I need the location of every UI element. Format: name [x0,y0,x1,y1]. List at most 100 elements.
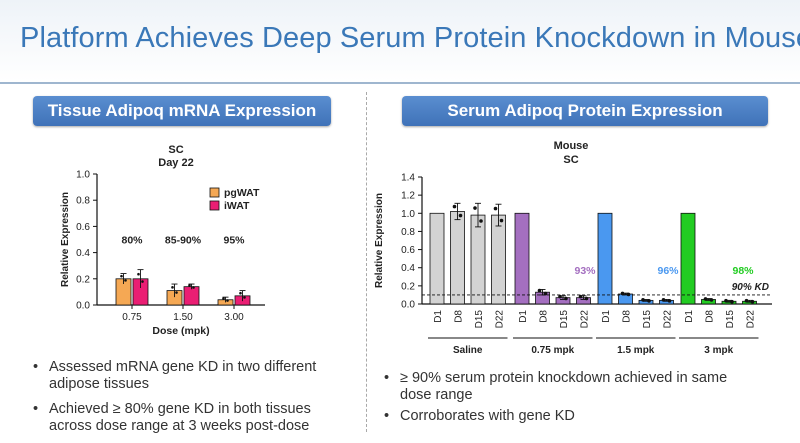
kd-annotation: 80% [121,235,143,247]
x-tick-label: D22 [495,310,506,329]
x-tick-label: D1 [684,310,695,323]
data-point [493,206,498,211]
legend-swatch-pgWAT [209,187,220,198]
right-bullet-2-line-1: Corroborates with gene KD [400,408,575,424]
data-point [661,298,666,302]
page-title: Platform Achieves Deep Serum Protein Kno… [20,22,800,54]
title-divider [0,82,800,84]
x-tick-label: D15 [725,310,736,329]
data-point [564,296,568,301]
y-tick-label: 0.4 [401,263,415,274]
data-point [620,291,625,296]
kd-annotation: 85-90% [165,235,202,247]
data-point [667,299,672,303]
right-panel-header: Serum Adipoq Protein Expression [402,96,768,126]
x-tick-label: D15 [642,310,653,329]
kd-annotation: 98% [732,265,754,277]
data-point [641,298,645,302]
legend-label-pgWAT: pgWAT [224,187,260,199]
bar-iWAT [183,286,200,306]
left-bullet-1-line-1: Assessed mRNA gene KD in two different [49,359,317,375]
x-tick-label: D22 [580,310,591,329]
x-tick-label: D8 [622,310,633,323]
data-point [458,213,463,218]
group-label: 0.75 mpk [531,345,574,356]
x-tick-label: D1 [433,310,444,323]
bar-Saline-D22 [491,214,506,305]
y-tick-label: 1.0 [76,170,90,181]
left-panel-header: Tissue Adipoq mRNA Expression [33,96,331,126]
right-bullet-1-line-1: ≥ 90% serum protein knockdown achieved i… [400,370,728,386]
y-tick-label: 0.4 [76,248,90,259]
y-tick-label: 0.2 [76,274,90,285]
data-point [222,297,225,300]
chart-subtitle: SC [563,154,578,166]
data-point [744,298,749,303]
data-point [239,291,242,295]
data-point [452,204,457,209]
data-point [703,297,708,301]
data-point [188,284,191,287]
data-point [626,292,631,297]
data-point [137,272,140,276]
y-axis-label: Relative Expression [60,192,71,287]
x-tick-label: D15 [474,310,485,329]
kd-annotation: 95% [223,235,245,247]
data-point [175,291,178,294]
data-point [709,298,714,302]
data-point [578,294,583,299]
x-tick-label: 0.75 [122,312,142,323]
y-tick-label: 0.6 [76,222,90,233]
x-tick-label: D8 [705,310,716,323]
x-tick-label: D1 [601,310,612,323]
reference-label: 90% KD [732,282,769,293]
right-bullet-1-line-2: dose range [400,387,473,403]
data-point [750,299,755,304]
data-point [724,298,728,303]
bar-3 mpk-D1 [680,212,696,305]
x-tick-label: D8 [539,310,550,323]
data-point [171,286,174,289]
y-tick-label: 0.8 [76,196,90,207]
x-tick-label: 1.50 [173,312,193,323]
x-tick-label: D22 [746,310,757,329]
data-point [192,286,195,289]
data-point [558,294,562,299]
left-bullet-2-line-2: across dose range at 3 weeks post-dose [49,418,310,434]
legend-label-iWAT: iWAT [224,200,250,212]
y-tick-label: 0.0 [76,301,90,312]
y-tick-label: 0.2 [401,281,415,292]
x-tick-label: D15 [559,310,570,329]
data-point [537,288,542,293]
data-point [226,299,229,302]
legend-swatch-iWAT [209,200,220,211]
y-tick-label: 0.6 [401,245,415,256]
group-label: 1.5 mpk [617,345,655,356]
chart-title: Mouse [554,140,589,152]
y-tick-label: 1.4 [401,173,415,184]
data-point [584,296,589,301]
kd-annotation: 96% [657,265,679,277]
bar-1.5 mpk-D1 [597,212,613,305]
kd-annotation: 93% [574,265,596,277]
y-tick-label: 0.0 [401,300,415,311]
bar-0.75 mpk-D1 [514,212,530,305]
y-tick-label: 0.8 [401,227,415,238]
data-point [499,218,504,223]
y-tick-label: 1.2 [401,191,415,202]
data-point [479,219,483,223]
y-axis-label: Relative Expression [374,193,385,288]
data-point [124,279,127,282]
title-bar [0,0,800,82]
bar-Saline-D1 [429,212,445,305]
y-tick-label: 1.0 [401,209,415,220]
data-point [543,291,548,296]
protein-chart: Mouse SC 0.0 0.2 0.4 0.6 0.8 1.0 1.2 1.4 Relative … [374,140,772,356]
bar-Saline-D15 [470,214,486,305]
group-label: 3 mpk [704,345,733,356]
data-point [141,280,144,283]
x-tick-label: D22 [663,310,674,329]
data-point [730,299,734,304]
group-label: Saline [453,345,483,356]
